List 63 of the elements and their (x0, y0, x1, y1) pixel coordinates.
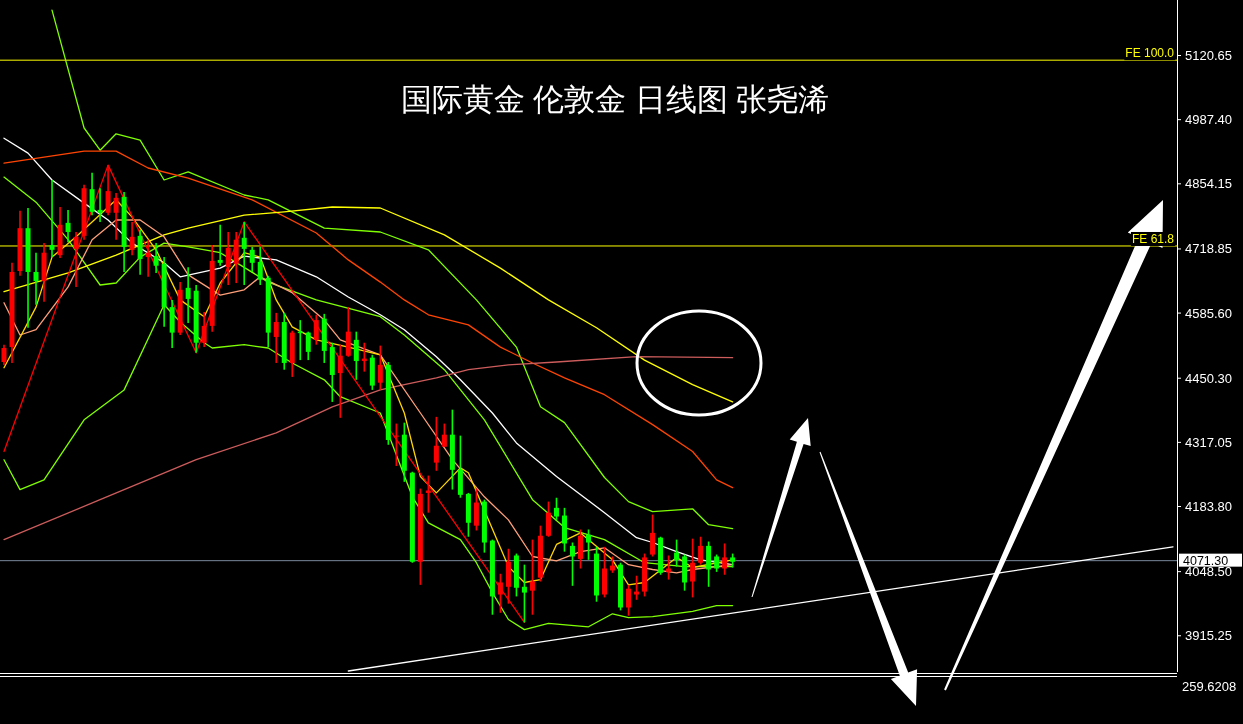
candlestick (225, 231, 231, 286)
candlestick (33, 251, 39, 306)
candlestick (577, 528, 583, 570)
ref-line-label: FE 100.0 (1125, 46, 1175, 61)
y-tick-label: 4585.60 (1185, 305, 1232, 321)
text: 259.6208 (1182, 679, 1237, 694)
candlestick (521, 563, 527, 624)
text: 国际黄金 伦敦金 日线图 张尧浠 (400, 82, 830, 117)
candlestick (553, 496, 559, 521)
candlestick (201, 311, 207, 348)
candlestick (433, 416, 439, 472)
candlestick (569, 541, 575, 587)
candlestick (706, 540, 712, 588)
y-tick-label: 4854.15 (1185, 176, 1232, 192)
candlestick (1, 343, 7, 366)
candlestick (241, 221, 247, 286)
y-tick-label: 4183.80 (1185, 499, 1232, 514)
y-tick-label: 4048.50 (1185, 564, 1232, 580)
candlestick (545, 500, 551, 538)
candlestick (129, 221, 135, 256)
candlestick (441, 422, 447, 448)
y-tick-label: 4450.30 (1185, 370, 1232, 386)
candlestick (650, 513, 656, 558)
candlestick (257, 246, 263, 286)
y-tick-label: 4987.40 (1185, 112, 1232, 128)
candlestick (626, 584, 632, 617)
candlestick (674, 538, 680, 568)
line-series (51, 9, 734, 530)
candlestick (337, 343, 343, 419)
candlestick (377, 344, 383, 391)
candlestick (698, 535, 704, 566)
candlestick (586, 528, 591, 561)
candlestick (73, 231, 79, 288)
candlestick (185, 266, 191, 324)
candlestick (313, 314, 319, 346)
candlestick (473, 487, 479, 532)
ref-line-label: FE 61.8 (1131, 231, 1175, 246)
candlestick (497, 573, 503, 614)
candlestick (217, 224, 223, 267)
line-series (3, 164, 526, 624)
line-series (3, 304, 734, 631)
candlestick (690, 537, 696, 599)
candlestick (145, 238, 151, 278)
y-tick-label: 4718.85 (1185, 241, 1232, 257)
candlestick (529, 538, 535, 616)
candlestick (89, 172, 95, 216)
candlestick (353, 330, 359, 381)
y-tick-label: 5120.65 (1185, 48, 1232, 64)
candlestick (137, 229, 143, 276)
candlestick (273, 312, 279, 364)
candlestick (113, 192, 119, 241)
candlestick (97, 187, 103, 223)
candlestick (65, 209, 71, 243)
y-tick-label: 3915.25 (1185, 628, 1232, 644)
candlestick (393, 422, 399, 467)
candlestick (722, 542, 728, 576)
line-series (3, 150, 734, 489)
y-tick-label: 4317.05 (1185, 434, 1232, 450)
candlestick (305, 330, 311, 361)
line-series (3, 356, 734, 541)
candlestick (49, 179, 55, 258)
candlestick (153, 242, 159, 274)
candlestick (249, 246, 255, 273)
